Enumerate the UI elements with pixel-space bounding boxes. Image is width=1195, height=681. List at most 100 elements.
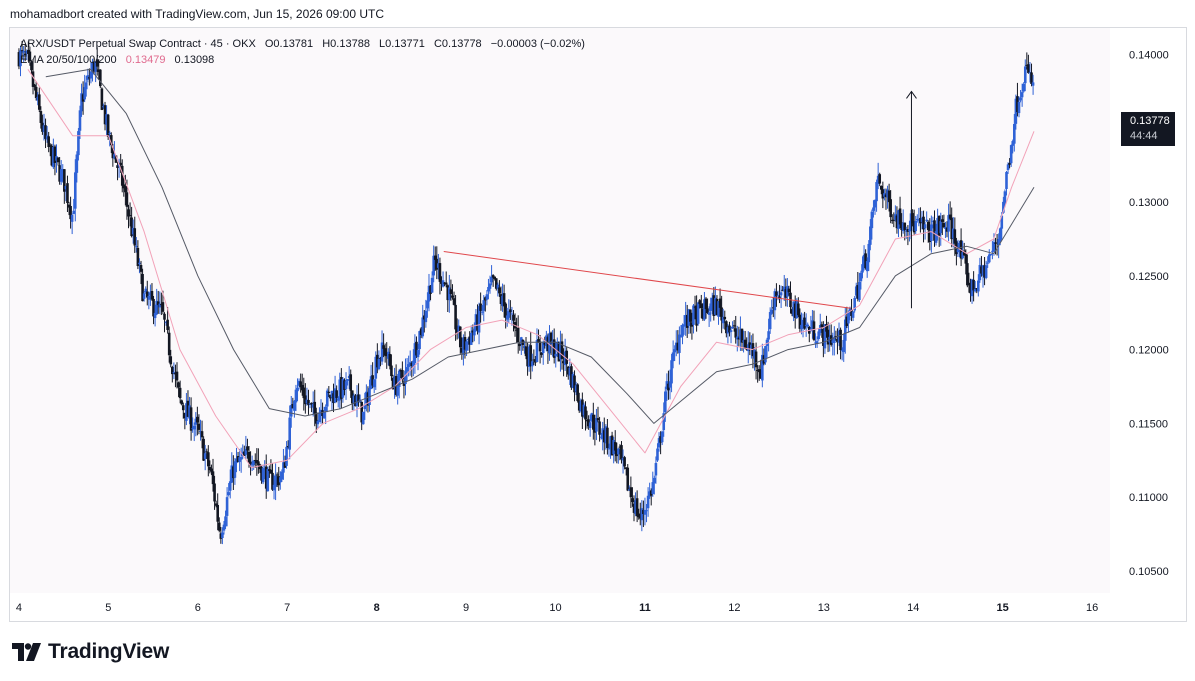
candle [864, 249, 867, 270]
candle-body [712, 295, 716, 316]
candle-body [455, 329, 459, 333]
candle-body [991, 250, 994, 252]
candle-body [350, 390, 354, 404]
candle [601, 421, 605, 451]
candle [676, 330, 680, 354]
ema-fast-line [27, 69, 1035, 469]
legend-ema-label[interactable]: EMA 20/50/100/200 [20, 54, 117, 66]
candle-body [717, 301, 720, 317]
candle-body [441, 280, 445, 287]
tradingview-logo[interactable]: TradingView [12, 640, 169, 664]
candle-body [604, 426, 608, 444]
candle-body [1011, 141, 1015, 146]
candle [898, 196, 902, 229]
candle [45, 126, 49, 143]
candle-body [637, 513, 640, 518]
candle [236, 451, 240, 463]
candle-body [737, 337, 741, 340]
candle-body [487, 287, 490, 292]
candle [299, 373, 302, 393]
candle-body [100, 88, 104, 110]
candle-body [458, 326, 462, 348]
candle-body [674, 342, 678, 350]
candle-body [149, 292, 152, 296]
candle-body [415, 341, 418, 356]
candle [120, 159, 124, 193]
candle-body [203, 453, 207, 459]
candle [163, 312, 166, 333]
candle-body [884, 194, 888, 198]
candle-body [23, 53, 27, 56]
candle [668, 369, 672, 400]
time-tick-label: 16 [1086, 602, 1098, 614]
candle-body [917, 219, 921, 221]
candle [502, 284, 506, 318]
candle-body [693, 306, 697, 308]
candle [825, 315, 828, 338]
candle [596, 406, 600, 423]
candle-body [934, 231, 938, 243]
candle-body [232, 466, 235, 479]
candle-body [172, 372, 176, 374]
candle [742, 330, 745, 353]
candle [715, 295, 719, 316]
candle [180, 399, 184, 406]
candle [906, 225, 910, 246]
candle-body [756, 370, 759, 372]
candle [269, 459, 273, 474]
candle-body [133, 228, 137, 246]
candle-body [452, 298, 456, 305]
candle-body [480, 311, 484, 313]
candle-body [983, 265, 986, 278]
candle-body [246, 446, 249, 451]
candle-body [424, 310, 428, 323]
candle-body [563, 351, 567, 366]
candle [530, 353, 534, 372]
candle-body [925, 219, 928, 222]
candle [1003, 189, 1007, 208]
candle-body [105, 114, 108, 125]
candle [989, 253, 993, 256]
candle [413, 334, 417, 374]
candle-body [296, 387, 299, 392]
candle [80, 83, 83, 117]
candlestick-chart[interactable]: 0.140000.135000.130000.125000.120000.115… [10, 28, 1186, 621]
candle-body [540, 352, 543, 355]
candle [95, 47, 99, 76]
candle-body [294, 389, 298, 403]
candle [966, 254, 969, 288]
chart-area[interactable]: 0.140000.135000.130000.125000.120000.115… [9, 27, 1187, 622]
candle-body [288, 417, 291, 450]
candle [361, 411, 365, 425]
candle [914, 215, 918, 234]
candle [657, 432, 661, 452]
candle [804, 313, 808, 337]
candle [743, 330, 747, 350]
candle [47, 131, 50, 153]
candle [448, 274, 451, 313]
candle [230, 452, 234, 484]
time-tick-label: 9 [463, 602, 469, 614]
candle [717, 301, 720, 325]
candle [498, 280, 501, 297]
candle [75, 151, 79, 183]
candle-body [419, 328, 423, 336]
candle [894, 205, 897, 222]
time-tick-label: 15 [997, 602, 1009, 614]
candle [709, 297, 712, 322]
candle-body [609, 436, 612, 449]
price-tick-label: 0.12000 [1129, 345, 1169, 357]
legend-symbol[interactable]: ARX/USDT Perpetual Swap Contract · 45 · … [20, 38, 256, 50]
candle-body [177, 382, 180, 388]
candle [385, 342, 389, 369]
candle-body [1028, 72, 1032, 74]
candle [200, 420, 204, 449]
candle-body [570, 366, 573, 388]
candle-body [1023, 66, 1027, 84]
candle-body [45, 135, 49, 140]
candle-body [890, 219, 894, 221]
candle [786, 278, 789, 307]
candle-body [498, 287, 501, 294]
candle-body [634, 500, 637, 514]
candle-body [903, 222, 907, 231]
